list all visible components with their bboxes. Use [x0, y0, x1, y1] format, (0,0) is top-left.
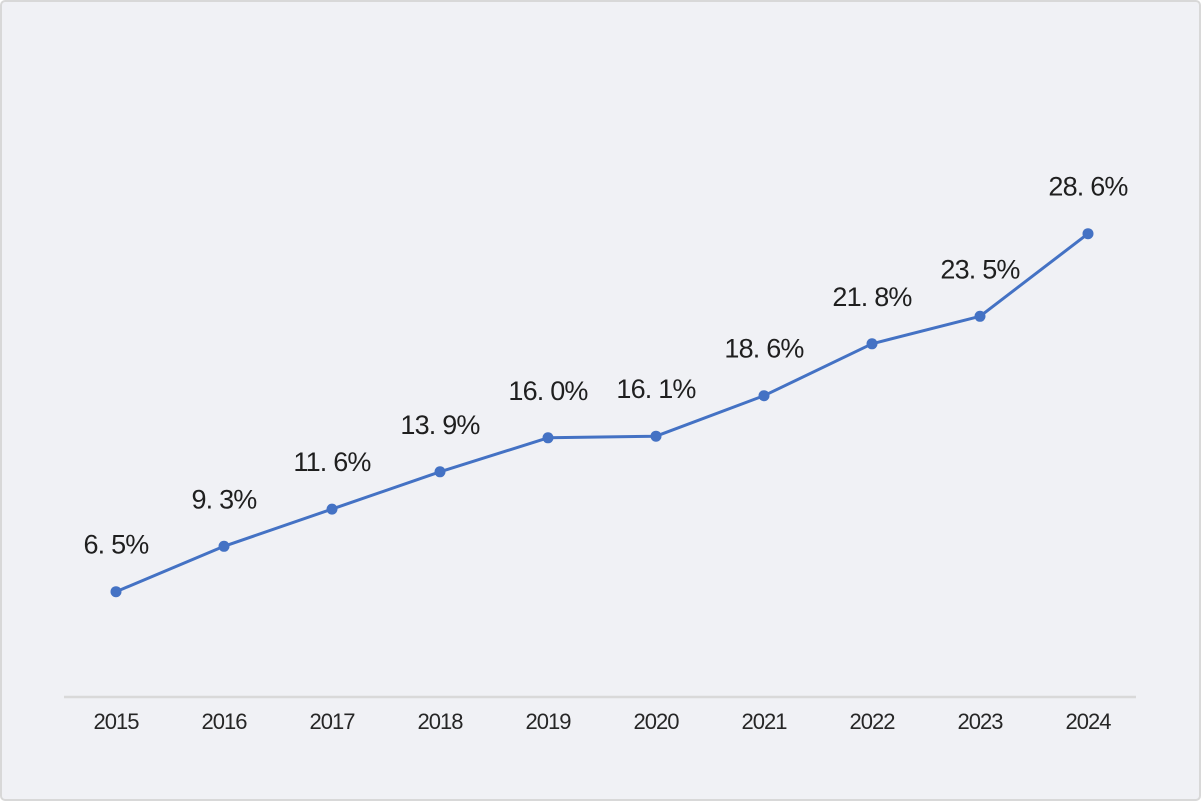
data-point-marker-2016	[218, 540, 230, 552]
data-point-marker-2018	[434, 466, 446, 478]
data-point-marker-2017	[326, 503, 338, 515]
data-point-marker-2024	[1082, 228, 1094, 240]
data-label-2024: 28. 6%	[1048, 172, 1128, 202]
data-point-marker-2021	[758, 390, 770, 402]
x-tick-label-2015: 2015	[94, 709, 140, 734]
data-label-2023: 23. 5%	[940, 254, 1020, 284]
x-tick-layer: 2015 2016 2017 2018 2019 2020 2021 2022 2023 2024	[94, 709, 1113, 734]
data-point-marker-2022	[866, 338, 878, 350]
data-label-2022: 21. 8%	[832, 282, 912, 312]
data-label-2020: 16. 1%	[616, 374, 696, 404]
series-line	[114, 232, 1090, 594]
x-tick-label-2017: 2017	[310, 709, 356, 734]
data-label-2017: 11. 6%	[293, 447, 371, 477]
x-tick-label-2024: 2024	[1066, 709, 1112, 734]
x-tick-label-2019: 2019	[526, 709, 572, 734]
x-tick-label-2018: 2018	[418, 709, 464, 734]
series-layer	[110, 228, 1094, 598]
x-tick-label-2020: 2020	[634, 709, 680, 734]
data-label-2019: 16. 0%	[508, 376, 588, 406]
data-label-2018: 13. 9%	[400, 410, 480, 440]
x-tick-label-2023: 2023	[958, 709, 1004, 734]
data-point-marker-2015	[110, 586, 122, 598]
data-label-2021: 18. 6%	[724, 334, 804, 364]
data-point-marker-2019	[542, 432, 554, 444]
data-label-2016: 9. 3%	[191, 484, 257, 514]
data-point-marker-2020	[650, 430, 662, 442]
x-tick-label-2016: 2016	[202, 709, 248, 734]
data-label-2015: 6. 5%	[83, 530, 149, 560]
data-point-marker-2023	[974, 310, 986, 322]
x-tick-label-2022: 2022	[850, 709, 896, 734]
data-label-layer: 6. 5% 9. 3% 11. 6% 13. 9% 16. 0% 16. 1% 18. 6%…	[83, 172, 1129, 560]
x-tick-label-2021: 2021	[742, 709, 788, 734]
